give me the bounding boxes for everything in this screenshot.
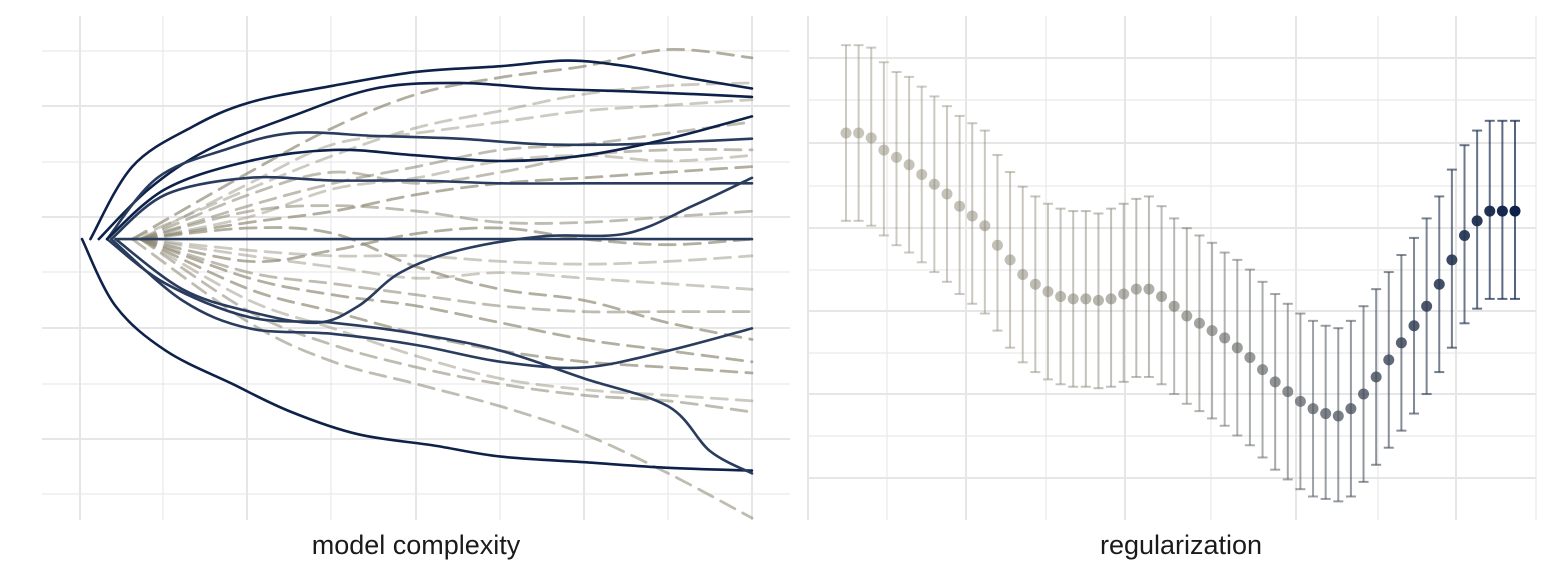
solid-path-line [114, 176, 754, 325]
data-point [1471, 215, 1483, 227]
data-point [1496, 205, 1508, 217]
data-point [1130, 283, 1142, 295]
dashed-path-line [139, 237, 754, 403]
data-point [966, 210, 978, 222]
data-point [840, 127, 852, 139]
data-point [928, 178, 940, 190]
data-point [1092, 294, 1104, 306]
data-point [1383, 354, 1395, 366]
dashed-path-line [130, 81, 754, 241]
data-point [1219, 332, 1231, 344]
data-point [1294, 395, 1306, 407]
data-point [1484, 205, 1496, 217]
dashed-path-line [139, 204, 754, 241]
data-point [1269, 376, 1281, 388]
data-point [1042, 286, 1054, 298]
solid-path-line [110, 237, 754, 370]
data-point [1168, 300, 1180, 312]
data-point [1421, 300, 1433, 312]
data-point [1156, 290, 1168, 302]
x-axis-label-complexity: model complexity [311, 530, 521, 560]
solid-path-line [105, 237, 754, 475]
dashed-path-line [139, 237, 754, 375]
x-axis-label-regularization: regularization [1099, 530, 1263, 560]
dashed-path-line [139, 226, 754, 341]
data-point [1143, 283, 1155, 295]
data-point [1370, 371, 1382, 383]
data-point [1080, 293, 1092, 305]
data-point [979, 220, 991, 232]
data-point [954, 200, 966, 212]
data-point [1395, 337, 1407, 349]
data-point [1257, 364, 1269, 376]
data-points [840, 127, 1521, 422]
data-point [1307, 403, 1319, 415]
data-point [916, 168, 928, 180]
data-point [1509, 205, 1521, 217]
data-point [1105, 293, 1117, 305]
dashed-path-line [139, 226, 754, 264]
solid-path-line [80, 237, 754, 472]
data-point [1332, 410, 1344, 422]
dashed-path-line [139, 165, 754, 241]
data-point [941, 188, 953, 200]
data-point [853, 127, 865, 139]
solid-path-line [110, 175, 754, 241]
solid-path-line [89, 59, 754, 241]
dashed-path-line [139, 148, 754, 241]
data-point [903, 159, 915, 171]
data-point [1055, 290, 1067, 302]
dashed-path-line [139, 98, 754, 241]
solid-path-line [105, 115, 754, 241]
data-point [1004, 254, 1016, 266]
data-point [1282, 386, 1294, 398]
dashed-path-line [139, 237, 754, 314]
data-point [1446, 254, 1458, 266]
dashed-path-line [139, 153, 754, 241]
data-point [1231, 342, 1243, 354]
data-point [1118, 288, 1130, 300]
error-bars [841, 44, 1520, 503]
data-point [1244, 351, 1256, 363]
dashed-path-line [139, 237, 754, 291]
data-point [890, 151, 902, 163]
solid-paths [80, 59, 754, 475]
data-point [1358, 388, 1370, 400]
data-point [1459, 229, 1471, 241]
data-point [1067, 293, 1079, 305]
data-point [1193, 317, 1205, 329]
dashed-path-line [130, 47, 754, 241]
data-point [865, 132, 877, 144]
data-point [1181, 310, 1193, 322]
data-point [1408, 320, 1420, 332]
data-point [1345, 403, 1357, 415]
data-point [1433, 278, 1445, 290]
dashed-paths [130, 47, 754, 520]
data-point [1029, 278, 1041, 290]
data-point [878, 144, 890, 156]
dashed-path-line [139, 237, 754, 364]
data-point [991, 239, 1003, 251]
dashed-path-line [139, 237, 754, 266]
data-point [1320, 408, 1332, 420]
data-point [1017, 269, 1029, 280]
data-point [1206, 325, 1218, 337]
